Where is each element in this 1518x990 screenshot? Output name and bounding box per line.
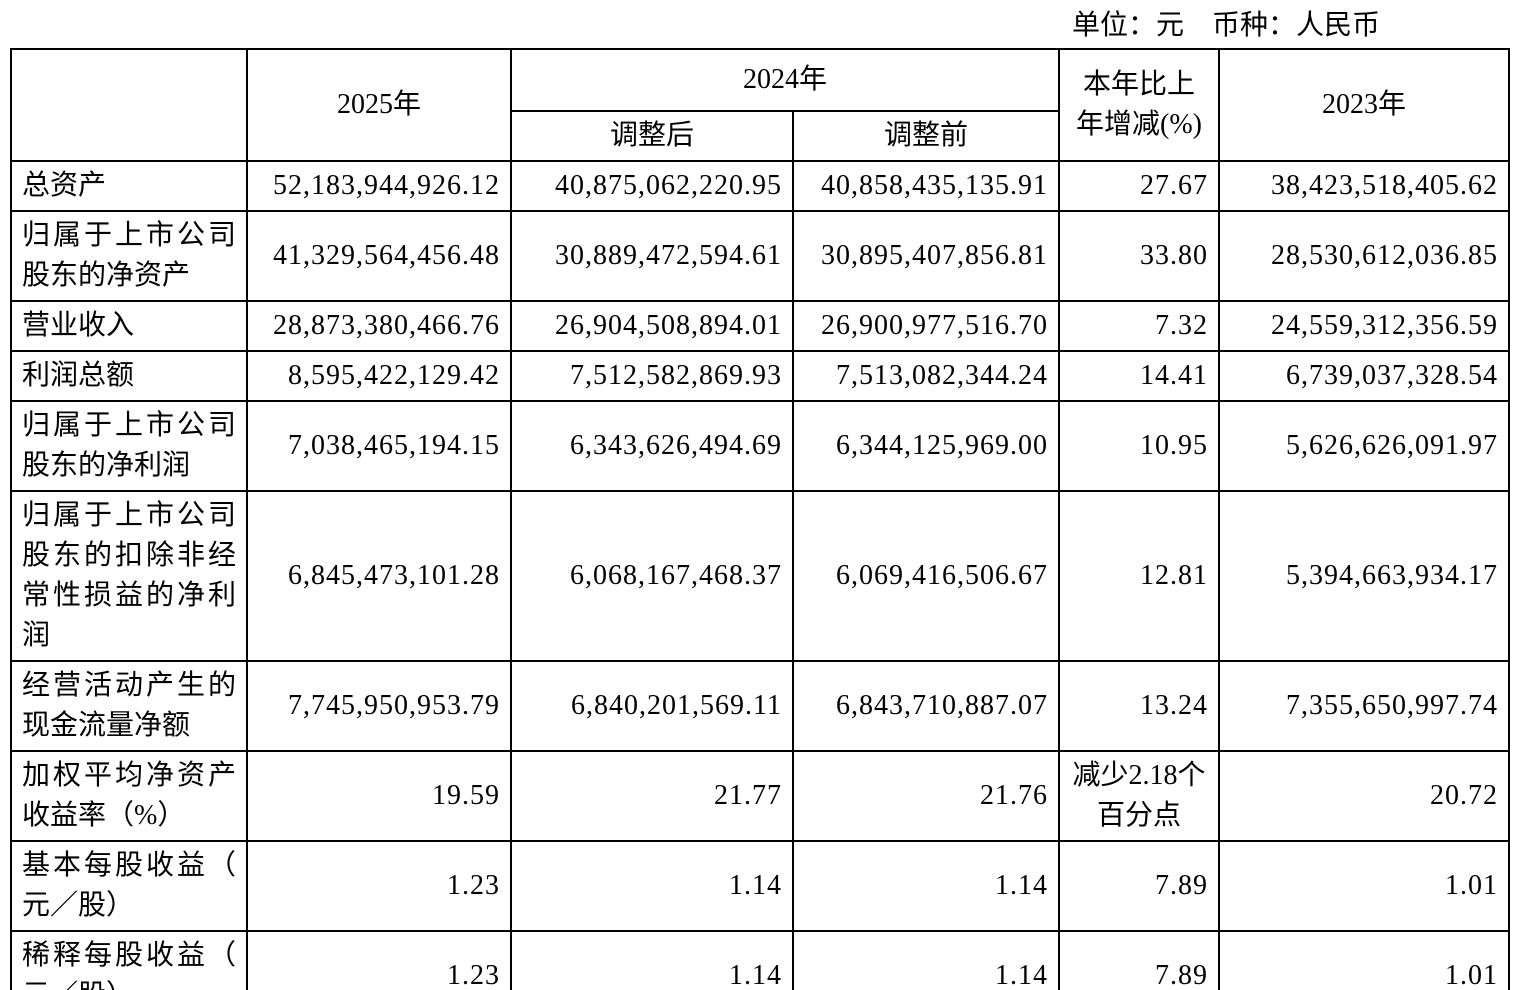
cell-2024-preadjust: 6,344,125,969.00 <box>791 400 1061 492</box>
cell-change: 减少2.18个百分点 <box>1058 750 1221 842</box>
cell-2024-adjusted: 6,343,626,494.69 <box>510 400 794 492</box>
row-label: 稀释每股收益（元／股） <box>10 930 248 990</box>
row-label: 加权平均净资产收益率（%） <box>10 750 248 842</box>
cell-2024-preadjust: 6,069,416,506.67 <box>791 490 1061 662</box>
cell-2025: 19.59 <box>246 750 512 842</box>
cell-2023: 24,559,312,356.59 <box>1218 300 1511 352</box>
cell-2025: 7,038,465,194.15 <box>246 400 512 492</box>
cell-2024-adjusted: 6,840,201,569.11 <box>510 660 794 752</box>
cell-change: 13.24 <box>1058 660 1221 752</box>
table-row-weighted-avg-roe: 加权平均净资产收益率（%） 19.59 21.77 21.76 减少2.18个百… <box>10 750 1511 842</box>
cell-2023: 28,530,612,036.85 <box>1218 210 1511 302</box>
cell-2024-adjusted: 1.14 <box>510 930 794 990</box>
cell-2025: 28,873,380,466.76 <box>246 300 512 352</box>
col-header-2023: 2023年 <box>1218 48 1511 162</box>
row-label: 利润总额 <box>10 350 248 402</box>
table-row-total-assets: 总资产 52,183,944,926.12 40,875,062,220.95 … <box>10 160 1511 212</box>
cell-2024-preadjust: 21.76 <box>791 750 1061 842</box>
cell-2024-preadjust: 40,858,435,135.91 <box>791 160 1061 212</box>
cell-2024-adjusted: 40,875,062,220.95 <box>510 160 794 212</box>
corner-cell <box>10 48 248 162</box>
row-label: 总资产 <box>10 160 248 212</box>
cell-2025: 1.23 <box>246 840 512 932</box>
cell-2024-adjusted: 7,512,582,869.93 <box>510 350 794 402</box>
row-label: 归属于上市公司股东的净利润 <box>10 400 248 492</box>
cell-2024-adjusted: 26,904,508,894.01 <box>510 300 794 352</box>
cell-2024-preadjust: 1.14 <box>791 930 1061 990</box>
row-label: 归属于上市公司股东的扣除非经常性损益的净利润 <box>10 490 248 662</box>
table-row-basic-eps: 基本每股收益（元／股） 1.23 1.14 1.14 7.89 1.01 <box>10 840 1511 932</box>
cell-change: 12.81 <box>1058 490 1221 662</box>
cell-2024-adjusted: 6,068,167,468.37 <box>510 490 794 662</box>
cell-2025: 8,595,422,129.42 <box>246 350 512 402</box>
cell-2025: 7,745,950,953.79 <box>246 660 512 752</box>
unit-currency-caption: 单位：元 币种：人民币 <box>1071 10 1380 41</box>
cell-change: 10.95 <box>1058 400 1221 492</box>
cell-2024-preadjust: 30,895,407,856.81 <box>791 210 1061 302</box>
cell-2023: 6,739,037,328.54 <box>1218 350 1511 402</box>
cell-2023: 7,355,650,997.74 <box>1218 660 1511 752</box>
cell-change: 7.32 <box>1058 300 1221 352</box>
cell-2025: 1.23 <box>246 930 512 990</box>
cell-2024-preadjust: 26,900,977,516.70 <box>791 300 1061 352</box>
cell-change: 14.41 <box>1058 350 1221 402</box>
cell-2023: 5,394,663,934.17 <box>1218 490 1511 662</box>
cell-change: 33.80 <box>1058 210 1221 302</box>
cell-change: 27.67 <box>1058 160 1221 212</box>
table-row-net-assets: 归属于上市公司股东的净资产 41,329,564,456.48 30,889,4… <box>10 210 1511 302</box>
col-header-2024-preadjust: 调整前 <box>791 110 1061 162</box>
row-label: 归属于上市公司股东的净资产 <box>10 210 248 302</box>
cell-2024-preadjust: 6,843,710,887.07 <box>791 660 1061 752</box>
col-header-2024: 2024年 <box>509 48 1061 112</box>
cell-2023: 20.72 <box>1218 750 1511 842</box>
cell-2023: 5,626,626,091.97 <box>1218 400 1511 492</box>
financial-summary-table: 2025年 2024年 本年比上年增减(%) 2023年 调整后 调整前 总资产… <box>10 48 1511 990</box>
cell-2025: 6,845,473,101.28 <box>246 490 512 662</box>
cell-change: 7.89 <box>1058 930 1221 990</box>
cell-2024-adjusted: 21.77 <box>510 750 794 842</box>
header-row-top: 2025年 2024年 本年比上年增减(%) 2023年 <box>10 48 1511 162</box>
col-header-change: 本年比上年增减(%) <box>1058 48 1221 162</box>
cell-2024-adjusted: 1.14 <box>510 840 794 932</box>
row-label: 营业收入 <box>10 300 248 352</box>
table-row-net-profit-excl-nonrecurring: 归属于上市公司股东的扣除非经常性损益的净利润 6,845,473,101.28 … <box>10 490 1511 662</box>
header-row-sub: 调整后 调整前 <box>11 110 1509 162</box>
cell-2023: 1.01 <box>1218 930 1511 990</box>
table-row-revenue: 营业收入 28,873,380,466.76 26,904,508,894.01… <box>10 300 1511 352</box>
row-label: 经营活动产生的现金流量净额 <box>10 660 248 752</box>
cell-2025: 52,183,944,926.12 <box>246 160 512 212</box>
cell-2025: 41,329,564,456.48 <box>246 210 512 302</box>
table-row-diluted-eps: 稀释每股收益（元／股） 1.23 1.14 1.14 7.89 1.01 <box>10 930 1511 990</box>
table-row-operating-cash-flow: 经营活动产生的现金流量净额 7,745,950,953.79 6,840,201… <box>10 660 1511 752</box>
cell-2024-preadjust: 7,513,082,344.24 <box>791 350 1061 402</box>
row-label: 基本每股收益（元／股） <box>10 840 248 932</box>
cell-2023: 1.01 <box>1218 840 1511 932</box>
cell-2023: 38,423,518,405.62 <box>1218 160 1511 212</box>
cell-2024-preadjust: 1.14 <box>791 840 1061 932</box>
col-header-2025: 2025年 <box>246 48 512 162</box>
cell-2024-adjusted: 30,889,472,594.61 <box>510 210 794 302</box>
col-header-2024-adjusted: 调整后 <box>510 110 794 162</box>
table-row-net-profit: 归属于上市公司股东的净利润 7,038,465,194.15 6,343,626… <box>10 400 1511 492</box>
table-row-total-profit: 利润总额 8,595,422,129.42 7,512,582,869.93 7… <box>10 350 1511 402</box>
cell-change: 7.89 <box>1058 840 1221 932</box>
